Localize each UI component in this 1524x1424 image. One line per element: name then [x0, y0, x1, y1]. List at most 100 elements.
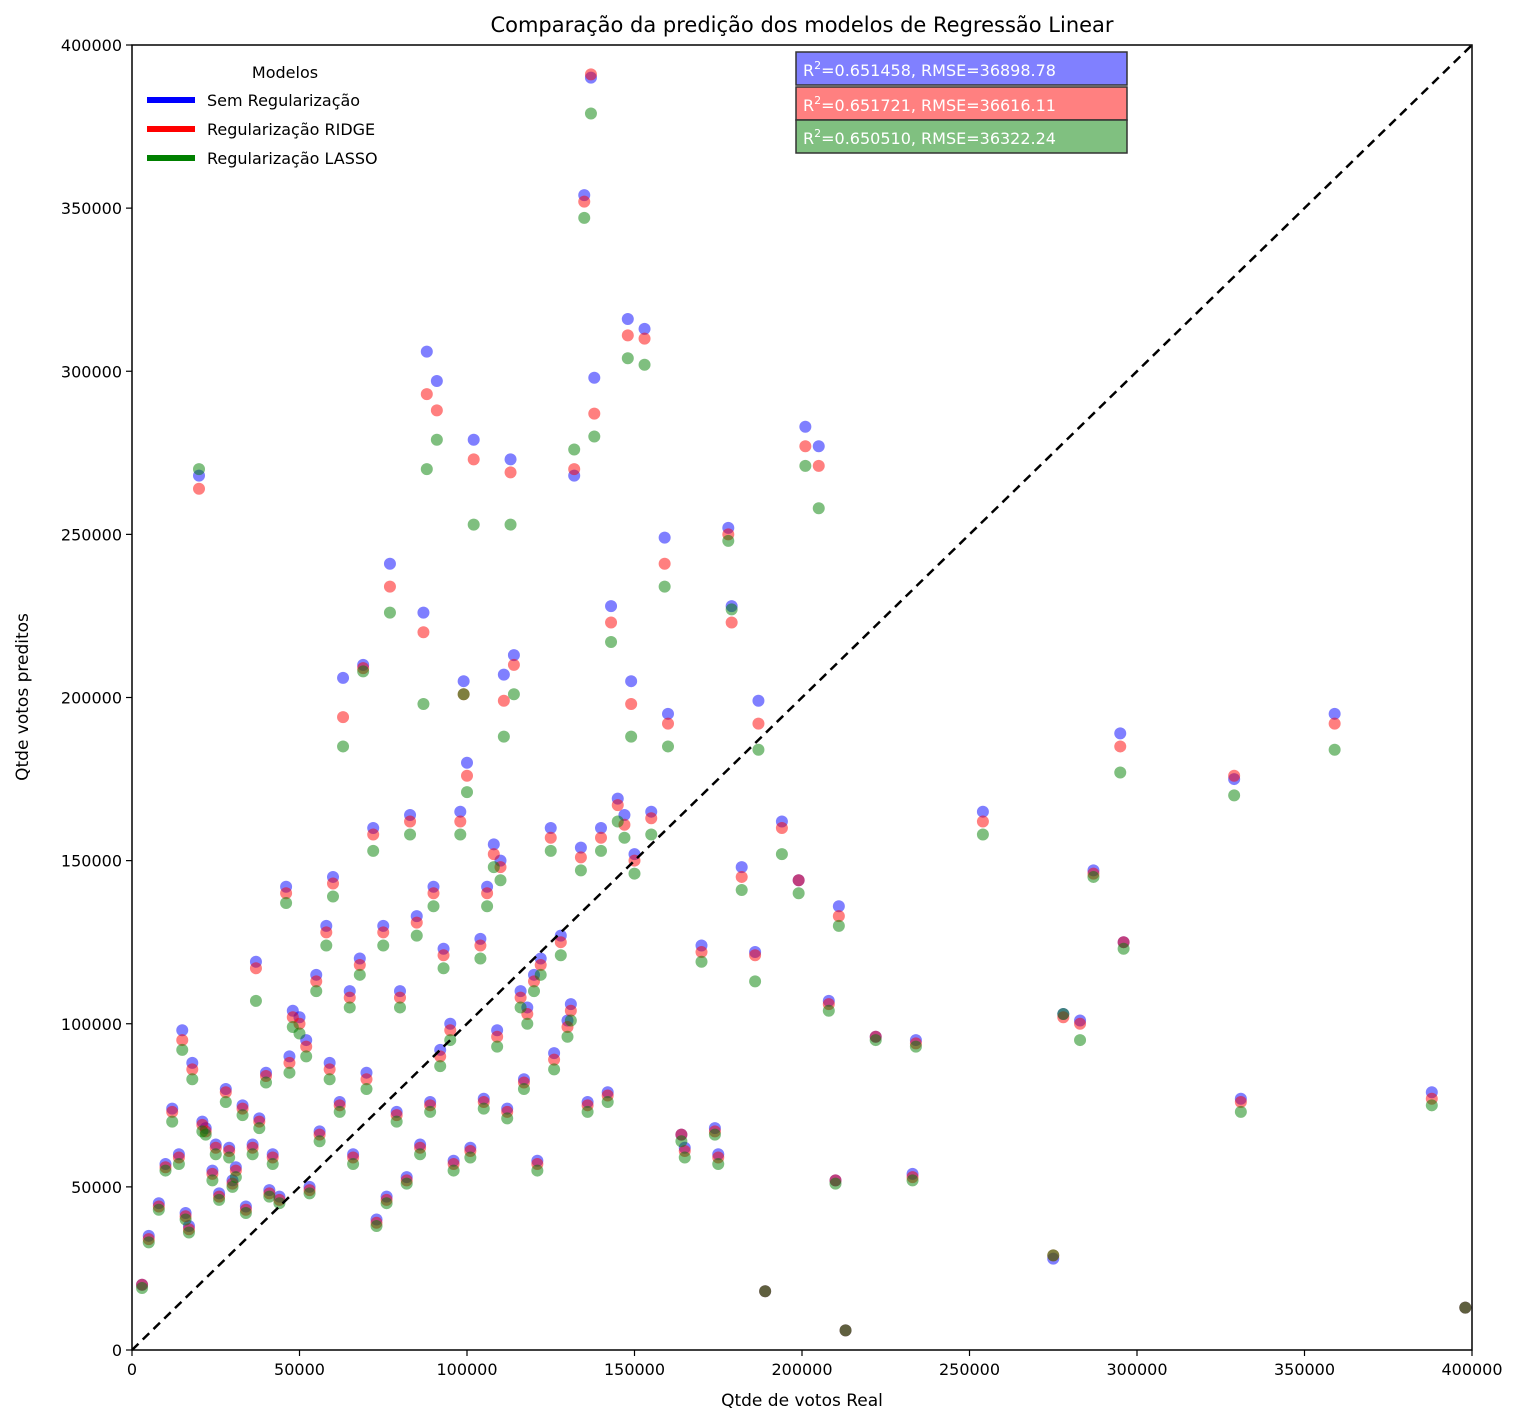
point-blue: [461, 756, 473, 769]
point-green: [266, 1158, 279, 1171]
point-green: [822, 1004, 835, 1017]
point-red: [621, 329, 634, 342]
point-red: [360, 1073, 373, 1086]
y-tick-label: 400000: [61, 36, 122, 55]
point-green: [457, 688, 470, 701]
point-green: [159, 1164, 172, 1177]
point-green: [142, 1236, 155, 1249]
point-green: [528, 985, 540, 998]
point-red: [504, 466, 517, 479]
point-green: [517, 1083, 530, 1095]
point-green: [280, 897, 293, 910]
point-blue: [638, 322, 651, 335]
point-blue: [457, 675, 470, 688]
point-red: [283, 1056, 296, 1069]
point-red: [548, 1053, 561, 1066]
point-green: [263, 1190, 276, 1203]
point-green: [618, 831, 631, 844]
metric-rmse-blue: RMSE=36898.78: [921, 61, 1056, 80]
point-red: [544, 831, 557, 844]
point-blue: [658, 531, 671, 544]
point-blue: [574, 841, 587, 854]
point-green: [430, 433, 443, 446]
point-green: [839, 1324, 852, 1337]
point-red: [481, 887, 494, 900]
point-green: [658, 580, 671, 593]
point-green: [544, 844, 557, 857]
point-red: [1114, 740, 1127, 753]
point-blue: [1114, 727, 1127, 740]
point-green: [678, 1151, 691, 1164]
point-red: [625, 698, 638, 711]
point-green: [293, 1027, 306, 1040]
point-green: [832, 919, 845, 932]
x-tick-label: 50000: [274, 1360, 325, 1379]
point-green: [327, 890, 339, 903]
point-red: [186, 1063, 199, 1076]
point-red: [611, 799, 624, 812]
point-green: [253, 1122, 266, 1135]
point-green: [504, 518, 517, 531]
point-green: [752, 743, 765, 756]
point-green: [172, 1158, 185, 1171]
point-green: [561, 1030, 574, 1043]
chart-title: Comparação da predição dos modelos de Re…: [490, 13, 1113, 37]
point-red: [417, 626, 430, 639]
point-red: [507, 658, 520, 671]
point-green: [481, 900, 494, 913]
point-green: [1117, 942, 1130, 955]
point-green: [531, 1164, 544, 1177]
metric-r2-blue: 0.651458: [835, 61, 911, 80]
y-axis-ticks: 0 50000 100000 150000 200000 250000 300000 3500…: [61, 36, 132, 1360]
point-red: [420, 388, 433, 401]
point-red: [695, 945, 708, 958]
legend-entry-ridge: Regularização RIDGE: [207, 120, 375, 139]
point-blue: [812, 440, 825, 453]
y-tick-label: 100000: [61, 1015, 122, 1034]
point-red: [454, 815, 467, 828]
point-green: [906, 1174, 919, 1187]
metric-box-green: [795, 119, 1128, 154]
point-green: [136, 1282, 149, 1295]
point-green: [320, 939, 333, 952]
point-green: [400, 1177, 413, 1190]
point-red: [645, 812, 658, 825]
point-green: [611, 815, 624, 828]
metric-rmse-red: RMSE=36616.11: [921, 96, 1056, 115]
y-tick-label: 0: [112, 1341, 122, 1360]
point-green: [347, 1158, 360, 1171]
point-red: [662, 717, 674, 730]
point-green: [360, 1083, 373, 1095]
point-red: [327, 877, 339, 890]
point-red: [1328, 717, 1341, 730]
legend-entry-sem-regularizacao: Sem Regularização: [207, 91, 360, 110]
point-green: [638, 358, 651, 371]
point-blue: [507, 649, 520, 662]
point-red: [595, 831, 607, 844]
point-green: [1425, 1099, 1438, 1112]
point-green: [152, 1203, 165, 1216]
point-green: [283, 1066, 296, 1079]
point-green: [404, 828, 417, 841]
point-red: [1234, 1096, 1247, 1109]
point-red: [775, 822, 788, 834]
y-tick-label: 50000: [71, 1178, 122, 1197]
point-green: [507, 688, 520, 701]
point-red: [176, 1034, 189, 1047]
point-green: [223, 1151, 236, 1164]
point-green: [792, 887, 805, 900]
point-green: [236, 1109, 249, 1122]
point-red: [497, 694, 510, 707]
y-tick-label: 250000: [61, 525, 122, 544]
point-red: [404, 815, 417, 828]
point-red: [1228, 769, 1241, 782]
point-green: [420, 463, 433, 476]
point-red: [300, 1040, 313, 1053]
point-blue: [605, 600, 618, 613]
point-green: [722, 534, 735, 547]
point-green: [424, 1105, 437, 1118]
point-green: [437, 962, 450, 975]
point-green: [467, 518, 480, 531]
point-green: [1459, 1301, 1472, 1314]
